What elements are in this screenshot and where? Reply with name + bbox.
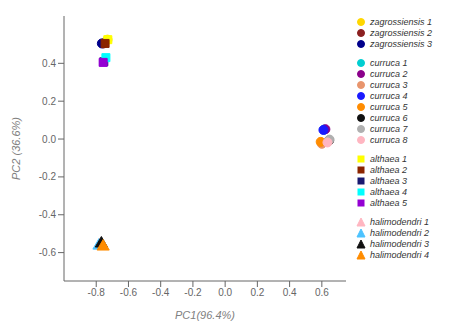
svg-text:0.2: 0.2: [250, 287, 264, 298]
html-text:curruca 5: curruca 5: [370, 101, 408, 112]
html-text:curruca 3: curruca 3: [370, 79, 408, 90]
svg-text:-0.6: -0.6: [39, 247, 57, 258]
svg-text:-0.4: -0.4: [152, 287, 170, 298]
svg-text:0.0: 0.0: [42, 134, 56, 145]
html-text:curruca 6: curruca 6: [370, 112, 408, 123]
svg-text:-0.2: -0.2: [184, 287, 202, 298]
html-text:zagrossiensis 3: zagrossiensis 3: [370, 38, 432, 49]
html-text:althaea 2: althaea 2: [370, 164, 407, 175]
html-text:althaea 4: althaea 4: [370, 186, 407, 197]
svg-text:0.6: 0.6: [315, 287, 329, 298]
svg-text:-0.8: -0.8: [88, 287, 106, 298]
svg-text:0.4: 0.4: [283, 287, 297, 298]
html-text:halimodendri 1: halimodendri 1: [370, 216, 429, 227]
html-text:althaea 3: althaea 3: [370, 175, 407, 186]
svg-text:0.2: 0.2: [42, 96, 56, 107]
svg-text:0.4: 0.4: [42, 58, 56, 69]
html-text:curruca 8: curruca 8: [370, 134, 408, 145]
html-text:curruca 4: curruca 4: [370, 90, 408, 101]
html-text:zagrossiensis 2: zagrossiensis 2: [370, 27, 432, 38]
html-text:althaea 5: althaea 5: [370, 197, 407, 208]
html-text:zagrossiensis 1: zagrossiensis 1: [370, 16, 432, 27]
svg-text:0.0: 0.0: [218, 287, 232, 298]
html-text:curruca 1: curruca 1: [370, 57, 408, 68]
svg-text:-0.4: -0.4: [39, 209, 57, 220]
svg-text:-0.6: -0.6: [120, 287, 138, 298]
html-text:curruca 7: curruca 7: [370, 123, 408, 134]
svg-text:PC1(96.4%): PC1(96.4%): [175, 309, 235, 321]
html-text:halimodendri 2: halimodendri 2: [370, 227, 429, 238]
html-text:curruca 2: curruca 2: [370, 68, 408, 79]
svg-text:PC2 (36.6%): PC2 (36.6%): [10, 117, 22, 180]
html-text:halimodendri 4: halimodendri 4: [370, 249, 429, 260]
svg-text:-0.2: -0.2: [39, 171, 57, 182]
html-text:halimodendri 3: halimodendri 3: [370, 238, 429, 249]
html-text:althaea 1: althaea 1: [370, 153, 407, 164]
